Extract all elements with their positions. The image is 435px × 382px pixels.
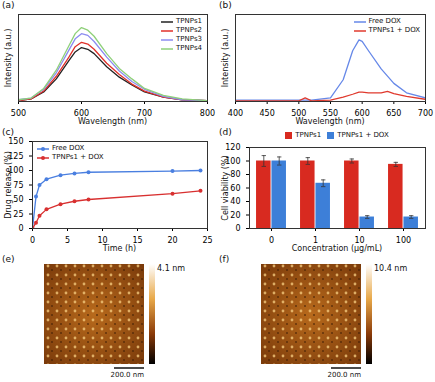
svg-text:60: 60: [230, 184, 240, 193]
svg-text:600: 600: [74, 109, 89, 118]
svg-text:20: 20: [167, 236, 177, 245]
svg-text:500: 500: [291, 109, 306, 118]
svg-text:500: 500: [11, 109, 26, 118]
svg-text:700: 700: [418, 109, 433, 118]
svg-text:40: 40: [230, 197, 240, 206]
svg-text:1: 1: [313, 236, 318, 245]
svg-text:0: 0: [18, 224, 23, 233]
svg-text:450: 450: [260, 109, 275, 118]
svg-text:200.0 nm: 200.0 nm: [110, 371, 144, 379]
svg-text:25: 25: [13, 210, 23, 219]
svg-text:100: 100: [396, 236, 411, 245]
svg-text:75: 75: [13, 181, 23, 190]
svg-text:25: 25: [202, 236, 212, 245]
svg-text:50: 50: [13, 195, 23, 204]
svg-text:800: 800: [200, 109, 215, 118]
svg-text:10.4 nm: 10.4 nm: [374, 264, 407, 273]
svg-text:5: 5: [65, 236, 70, 245]
svg-text:4.1 nm: 4.1 nm: [157, 264, 185, 273]
svg-text:200.0 nm: 200.0 nm: [327, 371, 361, 379]
svg-text:150: 150: [8, 137, 23, 146]
svg-text:120: 120: [225, 143, 240, 152]
svg-text:10: 10: [97, 236, 107, 245]
svg-text:15: 15: [132, 236, 142, 245]
svg-text:20: 20: [230, 211, 240, 220]
svg-text:0: 0: [30, 236, 35, 245]
svg-text:550: 550: [323, 109, 338, 118]
svg-text:400: 400: [228, 109, 243, 118]
svg-text:700: 700: [137, 109, 152, 118]
svg-text:0: 0: [269, 236, 274, 245]
svg-text:650: 650: [386, 109, 401, 118]
svg-text:600: 600: [355, 109, 370, 118]
svg-text:0: 0: [235, 224, 240, 233]
svg-text:10: 10: [354, 236, 364, 245]
svg-text:80: 80: [230, 170, 240, 179]
